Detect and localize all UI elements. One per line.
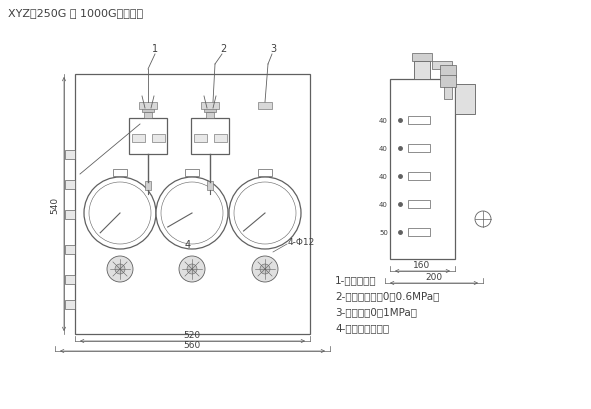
Bar	[113, 170, 127, 177]
Circle shape	[260, 264, 270, 274]
Bar	[440, 76, 456, 88]
Text: 1: 1	[152, 44, 158, 54]
Circle shape	[161, 182, 223, 245]
Bar	[65, 211, 75, 220]
Text: 160: 160	[413, 261, 431, 270]
Bar	[408, 173, 430, 180]
Bar	[145, 182, 151, 191]
Text: 4: 4	[185, 239, 191, 249]
Circle shape	[115, 264, 125, 274]
Bar	[194, 135, 207, 143]
Text: 40: 40	[379, 118, 388, 124]
Bar	[129, 119, 167, 155]
Text: 3: 3	[270, 44, 276, 54]
Bar	[258, 170, 272, 177]
Bar	[206, 113, 214, 119]
Circle shape	[84, 178, 156, 249]
Bar	[440, 66, 456, 78]
Bar	[132, 135, 145, 143]
Bar	[75, 75, 310, 334]
Text: 50: 50	[379, 229, 388, 236]
Text: 4-Φ12: 4-Φ12	[288, 237, 315, 246]
Text: 560: 560	[183, 340, 200, 349]
Bar	[65, 245, 75, 254]
Bar	[65, 180, 75, 189]
Text: 40: 40	[379, 146, 388, 152]
Text: 40: 40	[379, 202, 388, 207]
Bar	[214, 135, 227, 143]
Bar	[207, 182, 213, 191]
Bar	[201, 103, 219, 110]
Text: 40: 40	[379, 173, 388, 180]
Text: 520: 520	[183, 330, 200, 339]
Bar	[139, 103, 157, 110]
Bar	[191, 119, 229, 155]
Bar	[65, 275, 75, 284]
Bar	[408, 200, 430, 209]
Bar	[65, 151, 75, 160]
Bar	[412, 54, 432, 62]
Bar	[142, 109, 154, 113]
Bar	[204, 109, 216, 113]
Circle shape	[107, 256, 133, 282]
Bar	[152, 135, 165, 143]
Text: 2: 2	[220, 44, 226, 54]
Circle shape	[179, 256, 205, 282]
Circle shape	[187, 264, 197, 274]
Bar	[408, 117, 430, 125]
Bar	[408, 145, 430, 153]
Text: 1-仪表盘本体: 1-仪表盘本体	[335, 274, 376, 284]
Bar	[414, 62, 430, 80]
Text: XYZ－250G ～ 1000G型稀油站: XYZ－250G ～ 1000G型稀油站	[8, 8, 143, 18]
Text: 2-压力控制器（0～0.6MPa）: 2-压力控制器（0～0.6MPa）	[335, 290, 439, 300]
Circle shape	[252, 256, 278, 282]
Bar	[444, 70, 452, 100]
Bar	[258, 103, 272, 110]
Bar	[185, 170, 199, 177]
Circle shape	[89, 182, 151, 245]
Bar	[390, 80, 455, 259]
Bar	[432, 62, 452, 70]
Text: 4-双针双管差压表: 4-双针双管差压表	[335, 322, 389, 332]
Text: 540: 540	[50, 196, 60, 213]
Bar	[408, 229, 430, 236]
Bar	[65, 300, 75, 309]
Circle shape	[156, 178, 228, 249]
Text: 200: 200	[426, 272, 443, 281]
Bar	[144, 113, 152, 119]
Text: 3-压力表（0～1MPa）: 3-压力表（0～1MPa）	[335, 306, 417, 316]
Circle shape	[234, 182, 296, 245]
Bar	[455, 85, 475, 115]
Circle shape	[229, 178, 301, 249]
Circle shape	[475, 211, 491, 227]
